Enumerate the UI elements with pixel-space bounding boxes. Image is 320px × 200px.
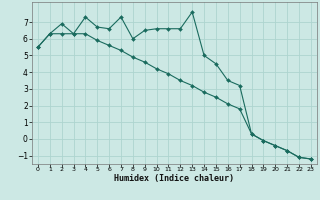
- X-axis label: Humidex (Indice chaleur): Humidex (Indice chaleur): [115, 174, 234, 183]
